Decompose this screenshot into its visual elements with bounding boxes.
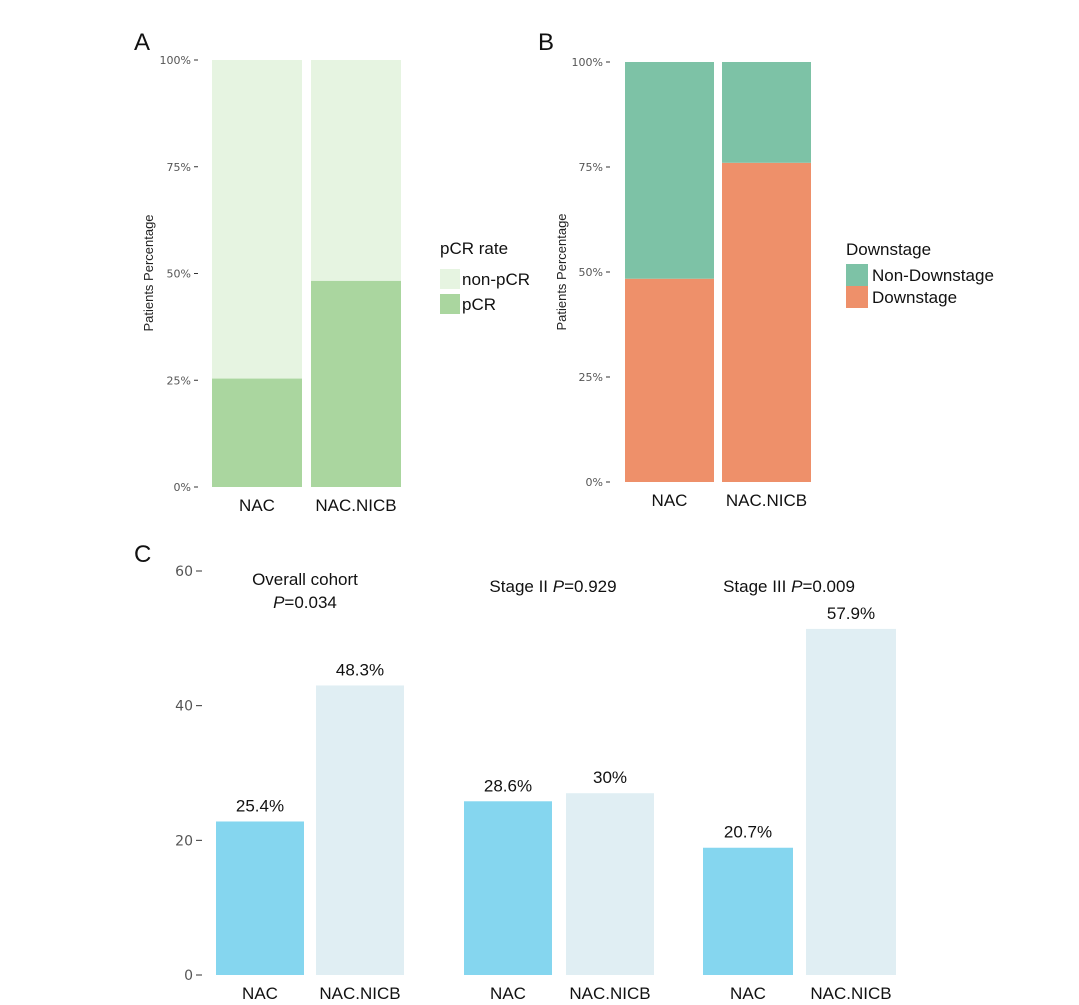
panel-b-bar-nac-non-downstage bbox=[625, 62, 714, 279]
panel-b-label: B bbox=[538, 29, 554, 56]
panel-a-bar-nac-non-pcr bbox=[212, 60, 302, 379]
panel-a-bar-nac-pcr bbox=[212, 378, 302, 487]
panel-b-y-tick-label: 50% bbox=[579, 266, 603, 279]
panel-c-data-label: 20.7% bbox=[724, 823, 772, 842]
panel-a-x-tick-label: NAC.NICB bbox=[315, 496, 396, 515]
panel-b-legend-label-downstage: Downstage bbox=[872, 288, 957, 307]
annotation-run: Stage II bbox=[489, 577, 552, 596]
panel-c-x-tick-label: NAC bbox=[490, 984, 526, 1003]
panel-c-x-tick-label: NAC.NICB bbox=[569, 984, 650, 1003]
annotation-run: P bbox=[273, 593, 285, 612]
panel-c-data-label: 30% bbox=[593, 768, 627, 787]
panel-b-y-tick-label: 0% bbox=[586, 476, 603, 489]
panel-b-y-tick-label: 25% bbox=[579, 371, 603, 384]
panel-a-bar-nac-nicb-pcr bbox=[311, 280, 401, 487]
panel-a-legend-swatch-pcr bbox=[440, 294, 460, 314]
panel-c-x-tick-label: NAC bbox=[730, 984, 766, 1003]
panel-a-y-tick-label: 0% bbox=[174, 481, 191, 494]
panel-c-data-label: 57.9% bbox=[827, 604, 875, 623]
panel-c-bar-group-2-nac bbox=[464, 801, 552, 975]
panel-c-group-1-annotation: Overall cohort bbox=[252, 570, 358, 589]
panel-b-legend-title: Downstage bbox=[846, 240, 931, 259]
panel-b-chart: B 0% 25% 50% 75% 100% Patients Percentage NAC NA… bbox=[538, 29, 994, 510]
panel-c-group-3-annotation: Stage III P=0.009 bbox=[723, 577, 855, 596]
panel-b-x-tick-label: NAC.NICB bbox=[726, 491, 807, 510]
panel-a-y-tick-label: 100% bbox=[160, 54, 191, 67]
panel-c-group-2-annotation: Stage II P=0.929 bbox=[489, 577, 616, 596]
panel-b-legend-swatch-non-downstage bbox=[846, 264, 868, 286]
panel-a-y-tick-label: 25% bbox=[167, 374, 191, 387]
panel-a-chart: A 0% 25% 50% 75% 100% Patients Percentage NAC NA… bbox=[134, 29, 530, 515]
panel-a-legend-swatch-non-pcr bbox=[440, 269, 460, 289]
panel-c-y-tick-label: 60 bbox=[175, 564, 193, 580]
panel-a-legend-title: pCR rate bbox=[440, 239, 508, 258]
panel-a-x-tick-label: NAC bbox=[239, 496, 275, 515]
annotation-run: P bbox=[553, 577, 565, 596]
annotation-run: =0.929 bbox=[564, 577, 616, 596]
panel-b-bar-nac-downstage bbox=[625, 278, 714, 482]
panel-a-label: A bbox=[134, 29, 150, 56]
panel-c-x-tick-label: NAC.NICB bbox=[810, 984, 891, 1003]
annotation-run: Stage III bbox=[723, 577, 791, 596]
panel-a-y-axis-label: Patients Percentage bbox=[141, 214, 156, 331]
panel-b-y-tick-label: 100% bbox=[572, 56, 603, 69]
panel-a-y-tick-label: 75% bbox=[167, 161, 191, 174]
panel-c-y-tick-label: 0 bbox=[184, 968, 193, 984]
panel-c-label: C bbox=[134, 541, 151, 568]
panel-c-group-1-annotation: P=0.034 bbox=[273, 593, 337, 612]
panel-c-x-tick-label: NAC bbox=[242, 984, 278, 1003]
panel-a-legend-label-pcr: pCR bbox=[462, 295, 496, 314]
panel-c-bar-group-3-nac-nicb bbox=[806, 628, 896, 975]
panel-c-x-tick-label: NAC.NICB bbox=[319, 984, 400, 1003]
panel-b-y-axis-label: Patients Percentage bbox=[554, 213, 569, 330]
panel-c-y-tick-label: 20 bbox=[175, 833, 193, 849]
annotation-run: P bbox=[791, 577, 803, 596]
annotation-run: =0.009 bbox=[802, 577, 854, 596]
panel-b-x-tick-label: NAC bbox=[652, 491, 688, 510]
panel-c-bar-group-2-nac-nicb bbox=[566, 793, 654, 975]
panel-b-bar-nac-nicb-downstage bbox=[722, 162, 811, 483]
panel-b-bar-nac-nicb-non-downstage bbox=[722, 62, 811, 163]
panel-b-legend-swatch-downstage bbox=[846, 286, 868, 308]
panel-c-bar-group-3-nac bbox=[703, 847, 793, 975]
annotation-run: Overall cohort bbox=[252, 570, 358, 589]
panel-c-y-tick-label: 40 bbox=[175, 699, 193, 715]
panel-c-data-label: 48.3% bbox=[336, 660, 384, 679]
panel-a-legend-label-non-pcr: non-pCR bbox=[462, 270, 530, 289]
panel-a-y-tick-label: 50% bbox=[167, 268, 191, 281]
panel-b-legend-label-non-downstage: Non-Downstage bbox=[872, 266, 994, 285]
panel-c-bar-group-1-nac bbox=[216, 821, 304, 975]
panel-c-data-label: 28.6% bbox=[484, 776, 532, 795]
panel-a-bar-nac-nicb-non-pcr bbox=[311, 60, 401, 281]
panel-c-data-label: 25.4% bbox=[236, 796, 284, 815]
annotation-run: =0.034 bbox=[284, 593, 336, 612]
panel-c-bar-group-1-nac-nicb bbox=[316, 685, 404, 975]
panel-b-y-tick-label: 75% bbox=[579, 161, 603, 174]
